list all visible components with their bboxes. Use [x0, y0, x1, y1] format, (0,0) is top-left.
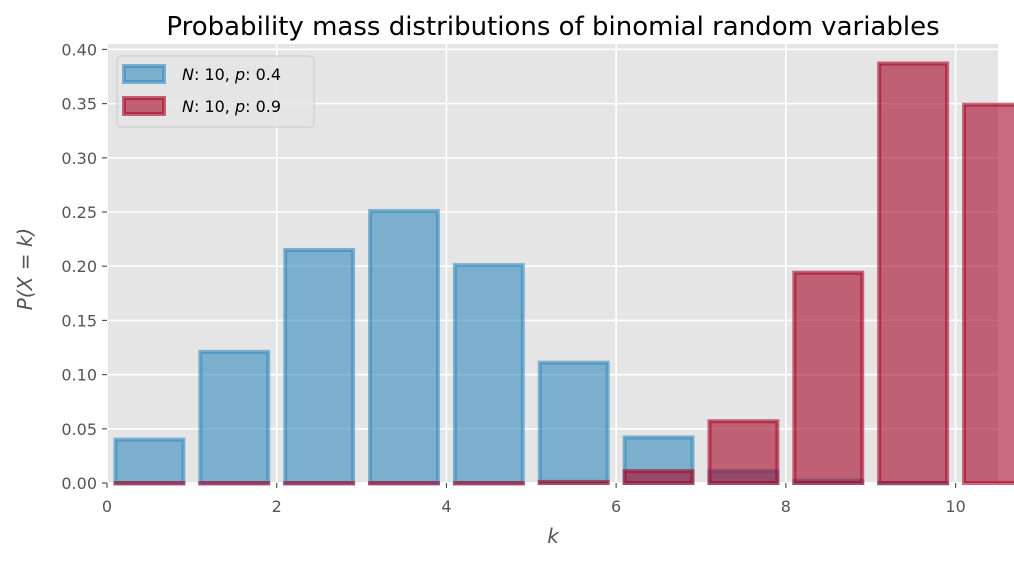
- y-tick-label: 0.05: [61, 420, 97, 439]
- bar-k-6: [622, 469, 695, 485]
- legend-label: N: 10, p: 0.9: [182, 97, 281, 116]
- bars: [113, 61, 1014, 486]
- series-2: [113, 61, 1014, 486]
- bar-k-2: [283, 481, 356, 486]
- legend-frame: [116, 55, 315, 128]
- legend: N: 10, p: 0.4 N: 10, p: 0.9: [116, 55, 315, 128]
- bar-k-1: [198, 481, 271, 486]
- legend-swatch: [122, 64, 166, 84]
- bar-k-10: [962, 102, 1014, 485]
- bar-k-5: [537, 479, 610, 485]
- legend-label: N: 10, p: 0.4: [182, 65, 281, 84]
- y-tick-label: 0.10: [61, 366, 97, 385]
- bar-k-3: [368, 481, 440, 486]
- axis-ticks: 0 2 4 6 8 10 0.00 0.05 0.10 0.15 0.20 0.25 0.30 0.35 0…: [61, 40, 965, 516]
- y-tick-label: 0.25: [61, 203, 97, 222]
- y-axis-label: P(X = k): [13, 228, 37, 310]
- y-tick-label: 0.20: [61, 257, 97, 276]
- y-tick-label: 0.00: [61, 474, 97, 493]
- bar-k-1: [198, 349, 271, 485]
- bar-k-0: [113, 481, 186, 486]
- x-tick-label: 10: [945, 497, 965, 516]
- bar-k-3: [368, 208, 440, 485]
- bar-k-7: [707, 419, 780, 485]
- legend-swatch: [122, 96, 166, 116]
- y-tick-label: 0.35: [61, 95, 97, 114]
- x-tick-label: 6: [611, 497, 621, 516]
- bar-k-0: [113, 437, 186, 485]
- bar-k-2: [283, 247, 356, 485]
- bar-k-5: [537, 360, 610, 486]
- x-tick-label: 2: [272, 497, 282, 516]
- legend-entry-2: N: 10, p: 0.9: [122, 96, 281, 116]
- bar-k-4: [452, 481, 525, 486]
- y-tick-label: 0.15: [61, 311, 97, 330]
- x-tick-label: 8: [781, 497, 791, 516]
- chart-title: Probability mass distributions of binomi…: [166, 12, 939, 42]
- x-tick-label: 0: [102, 497, 112, 516]
- y-tick-label: 0.40: [61, 40, 97, 59]
- bar-k-4: [452, 263, 525, 485]
- bar-k-8: [792, 270, 865, 486]
- legend-entry-1: N: 10, p: 0.4: [122, 64, 281, 84]
- x-tick-label: 4: [441, 497, 451, 516]
- bar-k-9: [877, 61, 950, 486]
- x-axis-label: k: [547, 524, 560, 548]
- y-tick-label: 0.30: [61, 149, 97, 168]
